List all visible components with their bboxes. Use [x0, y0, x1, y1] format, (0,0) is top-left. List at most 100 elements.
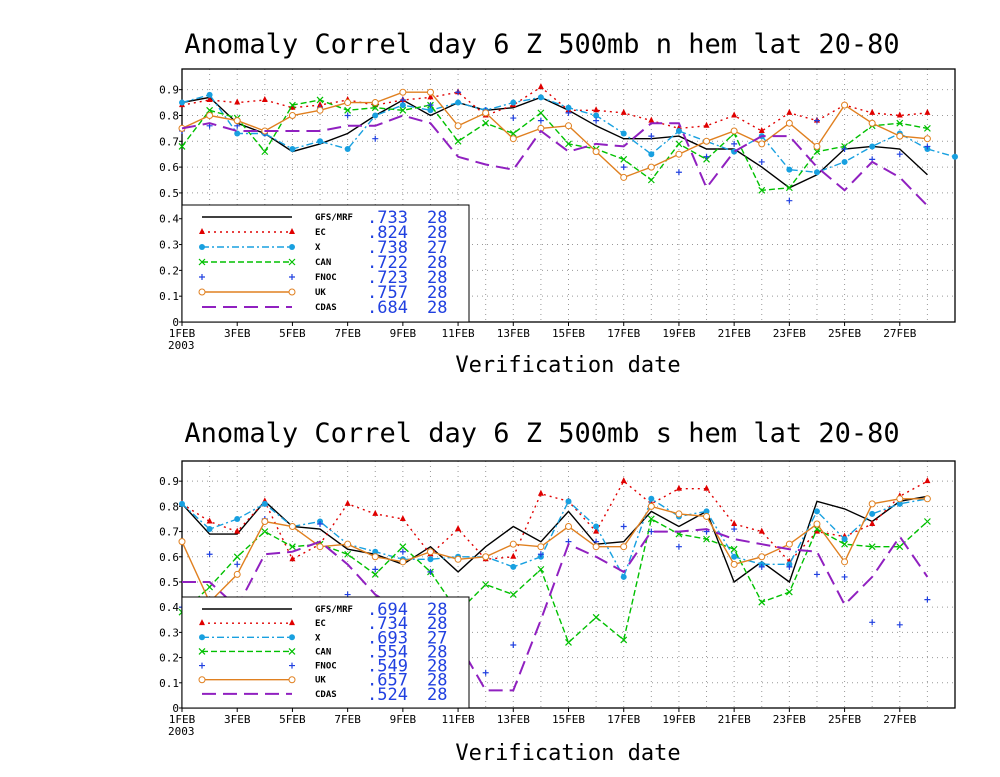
data-point: [344, 540, 352, 548]
x-tick-label: 13FEB: [497, 713, 530, 726]
data-point: [813, 520, 821, 528]
data-point: [731, 140, 738, 147]
x-tick-label: 11FEB: [442, 713, 475, 726]
legend: GFS/MRF .733 28 EC .824 28 X .738 27 CAN .722 28 FNO…: [181, 204, 470, 323]
data-point: [344, 106, 352, 114]
data-point: [178, 143, 186, 150]
data-point: [785, 184, 793, 192]
chart-panel-north: Anomaly Correl day 6 Z 500mb n hem lat 2…: [159, 29, 958, 378]
data-point: [813, 117, 820, 124]
x-tick-label: 9FEB: [390, 713, 417, 726]
data-point: [344, 99, 352, 107]
legend-stat: .694: [367, 600, 408, 620]
data-point: [758, 140, 766, 148]
data-point: [731, 111, 738, 118]
data-point: [288, 523, 296, 531]
data-point: [592, 543, 600, 551]
data-point: [813, 571, 820, 578]
data-point: [923, 124, 931, 132]
data-point: [482, 581, 490, 588]
data-point: [537, 117, 544, 124]
data-point: [841, 573, 848, 580]
x-tick-label: 25FEB: [828, 327, 861, 340]
x-tick-label: 3FEB: [224, 327, 251, 340]
data-point: [206, 111, 214, 119]
data-point: [703, 121, 710, 128]
data-point: [234, 561, 241, 568]
data-point: [620, 164, 627, 171]
x-tick-label: 9FEB: [390, 327, 417, 340]
x-tick-label: 1FEB: [169, 713, 196, 726]
series-line: [181, 99, 928, 192]
data-point: [233, 117, 241, 125]
data-point: [703, 153, 710, 160]
data-point: [924, 596, 931, 603]
y-tick-label: 0.9: [159, 84, 179, 97]
data-point: [371, 570, 379, 578]
legend-marker: [289, 244, 295, 250]
data-point: [785, 119, 793, 127]
x-tick-label: 5FEB: [279, 713, 306, 726]
data-point: [647, 176, 655, 184]
data-point: [316, 543, 324, 551]
data-point: [289, 543, 296, 551]
x-tick-label: 19FEB: [662, 327, 695, 340]
series-cdas: [182, 528, 929, 692]
x-tick-label: 3FEB: [224, 713, 251, 726]
legend-stat: .723: [367, 268, 408, 288]
data-point: [592, 148, 600, 156]
data-point: [841, 536, 848, 543]
legend-marker: [199, 228, 205, 234]
data-point: [509, 591, 517, 599]
data-point: [372, 566, 379, 573]
data-point: [620, 108, 627, 115]
chart-panel-south: Anomaly Correl day 6 Z 500mb s hem lat 2…: [159, 418, 956, 766]
legend-marker: [199, 634, 205, 641]
legend-count: 28: [427, 223, 447, 243]
legend-label: CDAS: [315, 303, 337, 313]
data-point: [869, 143, 876, 150]
data-point: [482, 119, 490, 127]
data-point: [924, 477, 931, 484]
data-point: [426, 88, 434, 96]
data-point: [317, 521, 324, 528]
data-point: [537, 489, 544, 496]
legend-marker: [199, 662, 205, 669]
x-tick-label: 17FEB: [607, 327, 640, 340]
x-year-label: 2003: [168, 725, 195, 738]
data-point: [675, 127, 682, 134]
legend-stat: .734: [367, 614, 408, 634]
data-point: [206, 95, 213, 102]
x-year-label: 2003: [168, 339, 195, 352]
data-point: [593, 112, 600, 119]
y-tick-label: 0: [172, 316, 179, 329]
data-point: [868, 119, 876, 127]
legend-marker: [199, 274, 205, 280]
data-point: [399, 102, 406, 109]
x-tick-label: 21FEB: [718, 327, 751, 340]
data-point: [813, 169, 820, 176]
legend-count: 28: [427, 253, 447, 273]
y-tick-label: 0.3: [159, 239, 179, 252]
data-point: [648, 528, 655, 535]
data-point: [758, 527, 765, 534]
data-point: [592, 613, 600, 621]
x-tick-label: 17FEB: [607, 713, 640, 726]
data-point: [731, 526, 738, 533]
data-point: [785, 540, 793, 548]
legend-marker: [289, 274, 295, 280]
legend-marker: [288, 288, 296, 296]
y-tick-label: 0.2: [159, 652, 179, 665]
series-line: [181, 114, 929, 207]
legend-marker: [289, 228, 295, 234]
data-point: [399, 543, 407, 551]
data-point: [593, 117, 600, 124]
data-point: [786, 563, 793, 570]
legend-count: 28: [427, 614, 447, 634]
data-point: [620, 130, 627, 137]
legend-label: X: [315, 243, 321, 253]
legend-stat: .722: [367, 253, 408, 273]
data-point: [537, 83, 544, 90]
data-point: [537, 551, 544, 558]
x-tick-label: 5FEB: [279, 327, 306, 340]
